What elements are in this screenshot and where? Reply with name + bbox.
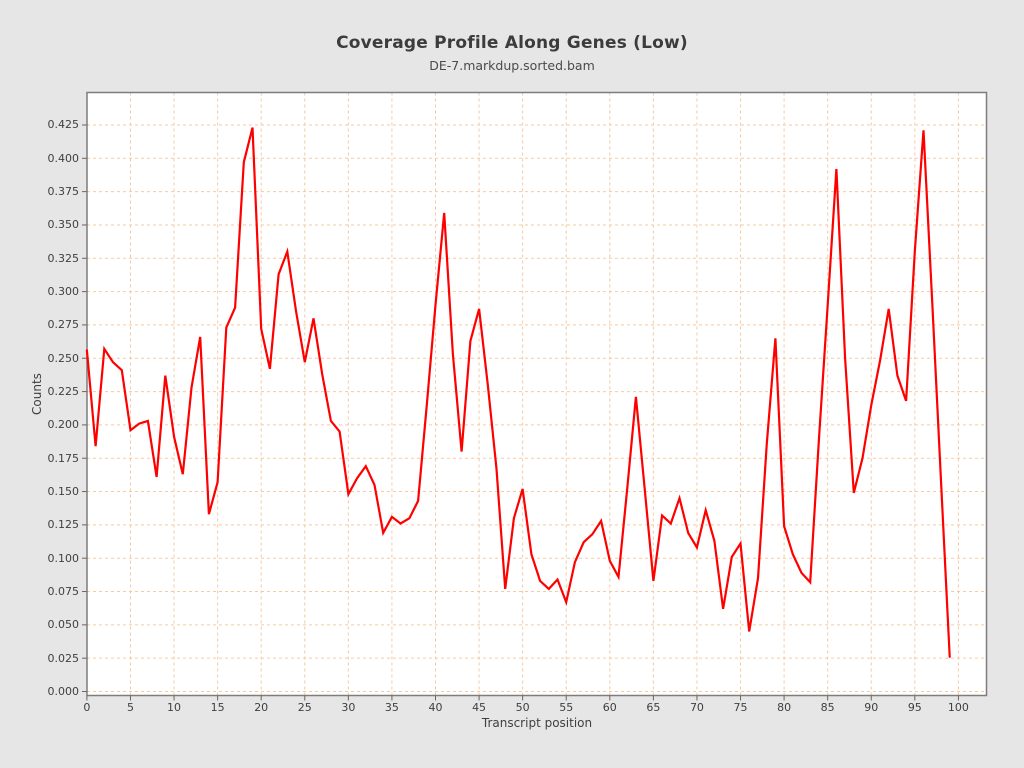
y-tick-label: 0.425 [47,118,80,132]
y-tick-label: 0.075 [47,585,80,599]
plot-frame [86,91,988,697]
x-tick-label: 100 [947,701,969,714]
y-tick-label: 0.400 [47,151,80,165]
y-tick-label: 0.325 [47,251,80,265]
chart-subtitle: DE-7.markdup.sorted.bam [429,58,595,73]
x-tick-label: 5 [126,701,134,714]
x-tick-label: 25 [297,701,312,714]
y-tick-label: 0.000 [47,685,80,698]
x-tick-label: 95 [907,701,922,714]
y-tick-label: 0.175 [47,451,80,465]
x-tick-label: 40 [428,701,443,714]
x-axis-title: Transcript position [481,716,593,730]
y-tick-label: 0.275 [47,318,80,332]
x-tick-label: 15 [210,701,225,714]
x-tick-label: 35 [384,701,399,714]
x-tick-label: 10 [167,701,182,714]
y-tick-label: 0.150 [47,485,80,499]
x-tick-label: 45 [472,701,487,714]
y-tick-label: 0.025 [47,651,80,665]
y-tick-label: 0.375 [47,185,80,199]
y-tick-label: 0.200 [47,418,80,432]
y-tick-label: 0.225 [47,385,80,399]
x-tick-label: 55 [559,701,574,714]
x-tick-label: 70 [689,701,704,714]
y-tick-label: 0.100 [47,551,80,565]
chart-title: Coverage Profile Along Genes (Low) [336,33,688,53]
x-tick-label: 80 [777,701,792,714]
x-tick-label: 85 [820,701,835,714]
x-tick-label: 50 [515,701,530,714]
y-axis-title: Counts [30,373,44,415]
y-tick-label: 0.350 [47,218,80,232]
coverage-line [85,127,951,658]
x-tick-label: 90 [864,701,879,714]
y-tick-label: 0.050 [47,618,80,632]
y-tick-label: 0.250 [47,351,80,365]
x-tick-label: 65 [646,701,661,714]
y-tick-label: 0.300 [47,285,80,299]
y-tick-label: 0.125 [47,518,80,532]
x-tick-label: 30 [341,701,356,714]
x-tick-label: 0 [83,701,91,714]
x-tick-label: 20 [254,701,269,714]
x-tick-label: 75 [733,701,748,714]
x-tick-label: 60 [602,701,617,714]
